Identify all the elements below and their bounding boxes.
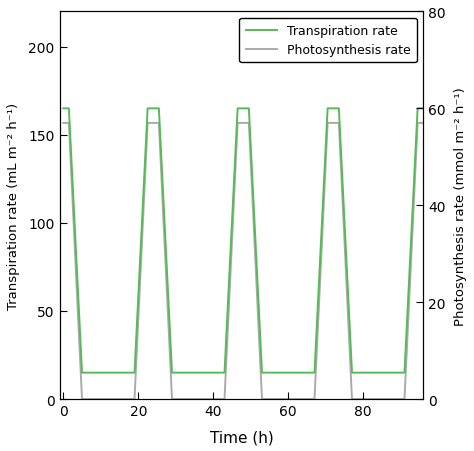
Photosynthesis rate bbox=[222, 396, 228, 402]
Transpiration rate bbox=[259, 370, 265, 376]
Transpiration rate bbox=[79, 370, 85, 376]
Transpiration rate bbox=[145, 106, 150, 112]
Y-axis label: Transpiration rate (mL m⁻² h⁻¹): Transpiration rate (mL m⁻² h⁻¹) bbox=[7, 102, 20, 309]
Photosynthesis rate bbox=[336, 121, 342, 126]
Photosynthesis rate bbox=[401, 396, 407, 402]
Photosynthesis rate bbox=[79, 396, 85, 402]
Transpiration rate bbox=[401, 370, 407, 376]
Transpiration rate bbox=[132, 370, 137, 376]
Transpiration rate bbox=[235, 106, 240, 112]
Transpiration rate bbox=[349, 370, 355, 376]
Transpiration rate bbox=[311, 370, 317, 376]
Photosynthesis rate bbox=[132, 396, 137, 402]
X-axis label: Time (h): Time (h) bbox=[210, 429, 273, 444]
Photosynthesis rate bbox=[246, 121, 252, 126]
Transpiration rate bbox=[325, 106, 330, 112]
Photosynthesis rate bbox=[426, 121, 432, 126]
Photosynthesis rate bbox=[235, 121, 240, 126]
Photosynthesis rate bbox=[439, 396, 445, 402]
Legend: Transpiration rate, Photosynthesis rate: Transpiration rate, Photosynthesis rate bbox=[239, 18, 417, 63]
Transpiration rate bbox=[246, 106, 252, 112]
Photosynthesis rate bbox=[349, 396, 355, 402]
Photosynthesis rate bbox=[60, 121, 66, 126]
Line: Photosynthesis rate: Photosynthesis rate bbox=[63, 124, 474, 399]
Photosynthesis rate bbox=[156, 121, 162, 126]
Line: Transpiration rate: Transpiration rate bbox=[63, 109, 474, 373]
Transpiration rate bbox=[222, 370, 228, 376]
Transpiration rate bbox=[60, 106, 66, 112]
Transpiration rate bbox=[169, 370, 175, 376]
Y-axis label: Photosynthesis rate (mmol m⁻² h⁻¹): Photosynthesis rate (mmol m⁻² h⁻¹) bbox=[454, 87, 467, 325]
Photosynthesis rate bbox=[415, 121, 420, 126]
Photosynthesis rate bbox=[311, 396, 317, 402]
Transpiration rate bbox=[156, 106, 162, 112]
Photosynthesis rate bbox=[259, 396, 265, 402]
Photosynthesis rate bbox=[169, 396, 175, 402]
Transpiration rate bbox=[336, 106, 342, 112]
Transpiration rate bbox=[426, 106, 432, 112]
Transpiration rate bbox=[415, 106, 420, 112]
Photosynthesis rate bbox=[325, 121, 330, 126]
Transpiration rate bbox=[66, 106, 72, 112]
Photosynthesis rate bbox=[145, 121, 150, 126]
Photosynthesis rate bbox=[66, 121, 72, 126]
Transpiration rate bbox=[439, 370, 445, 376]
